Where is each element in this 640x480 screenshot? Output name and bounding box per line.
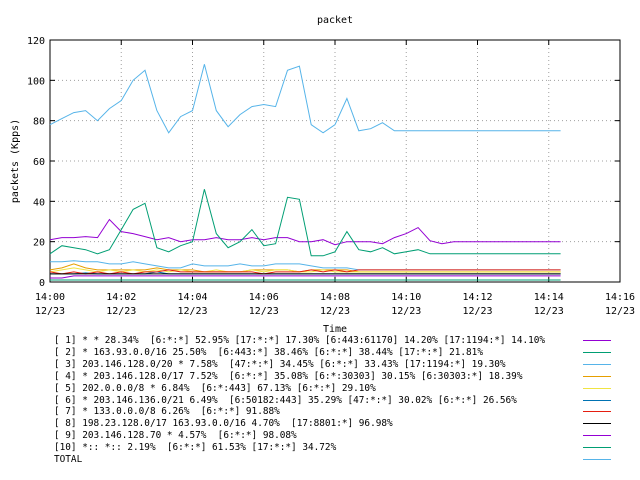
legend-swatch: [583, 351, 611, 353]
legend-label: [ 4] * 203.146.128.0/17 7.52% [6:*:*] 35…: [54, 370, 523, 382]
x-axis: 14:00 12/23 14:02 12/23 14:04 12/23 14:06 12/23…: [35, 40, 635, 317]
x-tick-time-label: 14:10: [391, 292, 421, 303]
x-axis-label: Time: [323, 324, 347, 335]
y-tick-label: 80: [33, 117, 45, 128]
series-lines: [49, 64, 561, 281]
legend-label: [ 6] * 203.146.136.0/21 6.49% [6:50182:4…: [54, 394, 517, 406]
x-tick-time-label: 14:00: [35, 292, 65, 303]
legend-swatch: [583, 340, 611, 341]
x-tick-date-label: 12/23: [106, 306, 136, 317]
series-line-5: [49, 267, 561, 273]
y-tick-label: 0: [39, 278, 45, 289]
series-line-9: [50, 275, 561, 279]
x-tick-date-label: 12/23: [177, 306, 207, 317]
series-line-1: [49, 218, 561, 246]
legend-swatch: [583, 411, 611, 413]
y-tick-label: 20: [33, 238, 45, 249]
x-tick-date-label: 12/23: [462, 306, 492, 317]
legend-label: [ 2] * 163.93.0.0/16 25.50% [6:443:*] 38…: [54, 346, 483, 358]
x-tick-time-label: 14:06: [249, 292, 279, 303]
y-tick-label: 120: [27, 36, 45, 47]
line-chart: packet 0 20 40 60 80 100 120 14:00 12/23 14:02 12…: [10, 15, 635, 335]
legend-swatch: [583, 363, 611, 365]
x-tick-date-label: 12/23: [605, 306, 635, 317]
legend-swatch: [583, 387, 611, 389]
legend-swatch: [583, 423, 611, 425]
legend-label: [ 3] 203.146.128.0/20 * 7.58% [47:*:*] 3…: [54, 358, 506, 370]
legend-label: [ 9] 203.146.128.70 * 4.57% [6:*:*] 98.0…: [54, 430, 297, 442]
legend-label: [ 5] 202.0.0.0/8 * 6.84% [6:*:443] 67.13…: [54, 382, 376, 394]
x-tick-date-label: 12/23: [249, 306, 279, 317]
y-axis: 0 20 40 60 80 100 120: [27, 36, 620, 289]
legend-swatch: [583, 399, 611, 401]
x-tick-date-label: 12/23: [391, 306, 421, 317]
legend-label: TOTAL: [54, 454, 83, 465]
x-tick-time-label: 14:08: [320, 292, 350, 303]
legend-label: [ 7] * 133.0.0.0/8 6.26% [6:*:*] 91.88%: [54, 406, 280, 418]
legend-label: [ 1] * * 28.34% [6:*:*] 52.95% [17:*:*] …: [54, 335, 546, 346]
legend-swatch: [583, 459, 611, 460]
x-tick-date-label: 12/23: [534, 306, 564, 317]
chart-title: packet: [317, 15, 353, 26]
y-tick-label: 60: [33, 157, 45, 168]
series-line-2: [49, 189, 561, 257]
x-tick-time-label: 14:14: [534, 292, 564, 303]
y-tick-label: 40: [33, 197, 45, 208]
legend-swatch: [583, 375, 611, 377]
x-tick-time-label: 14:12: [462, 292, 492, 303]
x-tick-time-label: 14:16: [605, 292, 635, 303]
legend-swatch: [583, 447, 611, 449]
series-line-3: [50, 260, 561, 271]
series-line-11: [49, 64, 561, 134]
x-tick-time-label: 14:02: [106, 292, 136, 303]
legend-swatch: [583, 435, 611, 437]
y-axis-label: packets (Kpps): [10, 119, 21, 203]
legend-label: [10] *:: *:: 2.19% [6:*:*] 61.53% [17:*:…: [54, 442, 337, 454]
x-tick-date-label: 12/23: [35, 306, 65, 317]
x-tick-time-label: 14:04: [177, 292, 207, 303]
legend-label: [ 8] 198.23.128.0/17 163.93.0.0/16 4.70%…: [54, 418, 393, 430]
x-tick-date-label: 12/23: [320, 306, 350, 317]
y-tick-label: 100: [27, 76, 45, 87]
grid-lines: [50, 40, 620, 282]
